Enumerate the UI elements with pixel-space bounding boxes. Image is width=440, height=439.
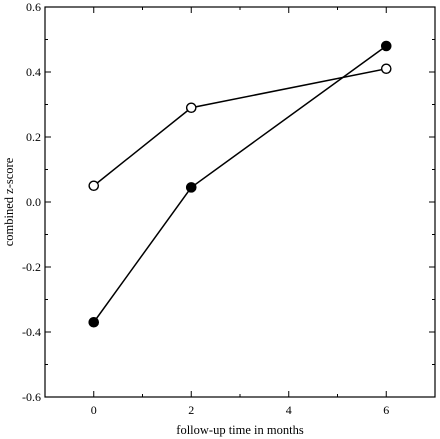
filled-point	[380, 40, 392, 52]
y-tick-label: -0.2	[22, 260, 41, 274]
tick-labels: 0 2 4 6 -0.6 -0.4 -0.2 0.0 0.2 0.4 0.6	[22, 0, 389, 417]
x-tick-label: 4	[286, 403, 292, 417]
series-2	[88, 40, 392, 328]
series-line	[93, 45, 387, 323]
x-tick-label: 0	[91, 403, 97, 417]
open-point	[185, 102, 197, 114]
y-tick-label: 0.4	[26, 65, 41, 79]
plot-frame	[44, 6, 436, 398]
x-tick-label: 2	[188, 403, 194, 417]
filled-point	[88, 316, 100, 328]
series-1	[88, 63, 392, 192]
x-tick-label: 6	[383, 403, 389, 417]
series-layer	[88, 40, 392, 328]
open-point	[88, 180, 100, 192]
y-tick-label: -0.4	[22, 325, 41, 339]
y-tick-label: -0.6	[22, 390, 41, 404]
y-tick-label: 0.2	[26, 130, 41, 144]
y-axis-label: combined z-score	[2, 157, 16, 246]
series-line	[93, 68, 387, 187]
open-point	[380, 63, 392, 75]
filled-point	[185, 182, 197, 193]
y-tick-label: 0.6	[26, 0, 41, 14]
y-tick-label: 0.0	[26, 195, 41, 209]
x-axis-label: follow-up time in months	[176, 423, 304, 437]
axis-ticks	[45, 6, 435, 398]
